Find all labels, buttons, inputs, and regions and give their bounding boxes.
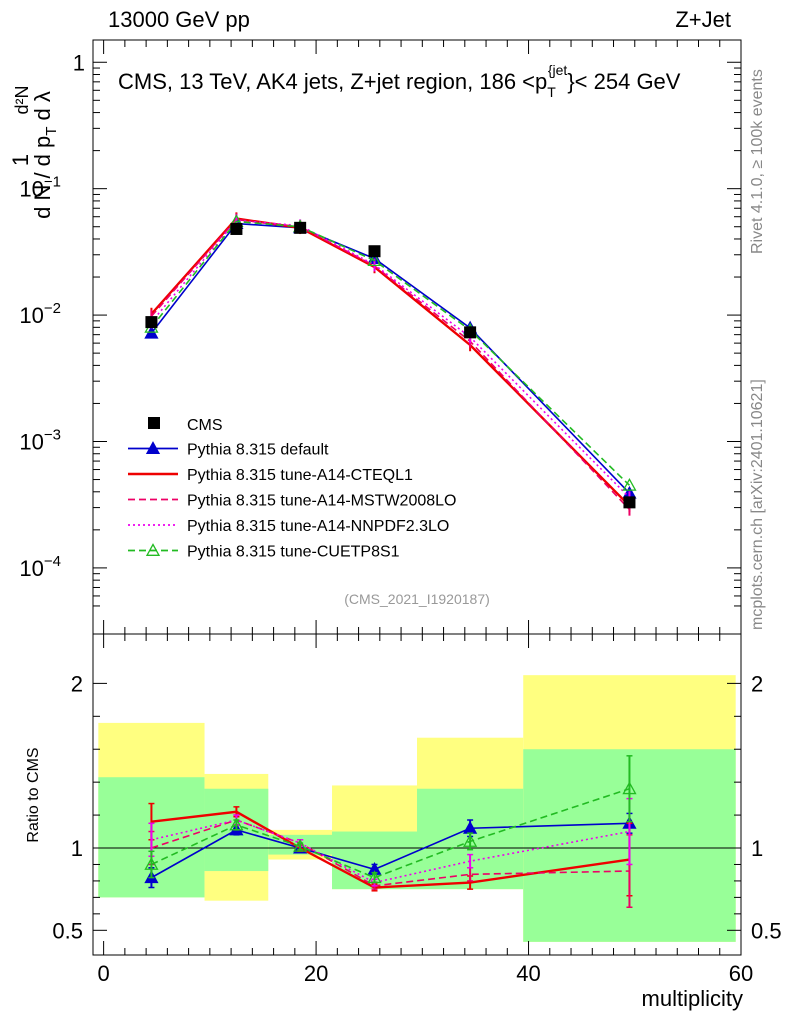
- cms-point: [230, 222, 243, 235]
- watermark: (CMS_2021_I1920187): [344, 591, 490, 607]
- legend-label-2: Pythia 8.315 tune-A14-MSTW2008LO: [187, 493, 456, 510]
- main-line-4: [150, 220, 631, 486]
- header-left: 13000 GeV pp: [108, 7, 250, 32]
- legend-label-3: Pythia 8.315 tune-A14-NNPDF2.3LO: [187, 518, 449, 535]
- main-series-group: [144, 212, 637, 516]
- cms-point: [623, 496, 636, 509]
- legend-label-4: Pythia 8.315 tune-CUETP8S1: [187, 544, 400, 561]
- ratio-xtick-label: 60: [729, 961, 753, 986]
- main-line-0: [150, 222, 631, 494]
- svg-text:1: 1: [8, 154, 33, 166]
- ratio-point-4: [144, 857, 159, 870]
- cms-point: [368, 245, 381, 258]
- main-line-2: [150, 218, 631, 511]
- ratio-xtick-label: 0: [97, 961, 109, 986]
- header-right: Z+Jet: [675, 7, 731, 32]
- ratio-point-4: [293, 839, 308, 852]
- cms-point: [464, 326, 477, 339]
- main-point-4: [367, 253, 382, 267]
- legend-label-1: Pythia 8.315 tune-A14-CTEQL1: [187, 467, 413, 484]
- legend-label-0: Pythia 8.315 default: [187, 442, 329, 459]
- legend-label-cms: CMS: [187, 417, 223, 434]
- ratio-uncertainty-bands: [98, 675, 736, 942]
- ratio-point-4: [463, 834, 478, 847]
- legend-marker-0: [145, 441, 161, 454]
- ratio-ytick-label-right: 2: [751, 671, 763, 696]
- x-axis-label: multiplicity: [642, 986, 743, 1011]
- main-point-4: [622, 477, 637, 491]
- main-ytick-exp: −2: [44, 300, 61, 317]
- legend-cms-marker: [148, 417, 160, 429]
- svg-text:d²N: d²N: [12, 85, 32, 114]
- cms-point: [145, 316, 158, 329]
- main-ytick-label: 1: [73, 50, 85, 75]
- ratio-line-0: [151, 822, 630, 879]
- ratio-line-1: [151, 810, 630, 889]
- rivet-label: Rivet 4.1.0, ≥ 100k events: [749, 69, 766, 254]
- main-ytick-label: 10−4: [19, 553, 61, 581]
- ratio-line-4: [151, 787, 630, 879]
- main-line-1: [150, 217, 631, 507]
- ratio-xtick-label: 20: [304, 961, 328, 986]
- ratio-ylabel: Ratio to CMS: [25, 747, 42, 842]
- legend: CMS Pythia 8.315 default Pythia 8.315 tune…: [128, 417, 456, 561]
- legend-marker-4: [145, 543, 161, 556]
- main-ytick-exp: −4: [44, 553, 61, 570]
- main-ytick-exp: −1: [44, 174, 61, 191]
- ratio-point-4: [367, 870, 382, 884]
- main-panel: CMS, 13 TeV, AK4 jets, Z+jet region, 186…: [118, 62, 681, 607]
- ratio-ytick-label: 2: [71, 671, 83, 696]
- ratio-point-4: [622, 781, 637, 795]
- ratio-ytick-label: 0.5: [52, 918, 83, 943]
- main-ytick-exp: −3: [44, 426, 61, 443]
- ratio-point-4: [229, 817, 244, 831]
- main-axes: 110−110−210−310−4: [19, 39, 742, 635]
- ratio-ytick-label-right: 0.5: [751, 918, 782, 943]
- ratio-axes: 0 20 40 60 0.5 0.5 1 1 2 2: [52, 633, 782, 986]
- ratio-line-2: [151, 819, 630, 887]
- mcplots-label: mcplots.cern.ch [arXiv:2401.10621]: [749, 379, 766, 630]
- ratio-frame: [92, 633, 742, 956]
- main-title: CMS, 13 TeV, AK4 jets, Z+jet region, 186…: [118, 62, 681, 100]
- ratio-xtick-label: 40: [516, 961, 540, 986]
- main-line-3: [150, 219, 631, 499]
- ratio-ytick-label: 1: [71, 836, 83, 861]
- ratio-ytick-label-right: 1: [751, 836, 763, 861]
- cms-point: [294, 221, 307, 234]
- main-ytick-label: 10−3: [19, 426, 61, 454]
- main-ytick-label: 10−2: [19, 300, 61, 328]
- ratio-series-group: [144, 755, 637, 909]
